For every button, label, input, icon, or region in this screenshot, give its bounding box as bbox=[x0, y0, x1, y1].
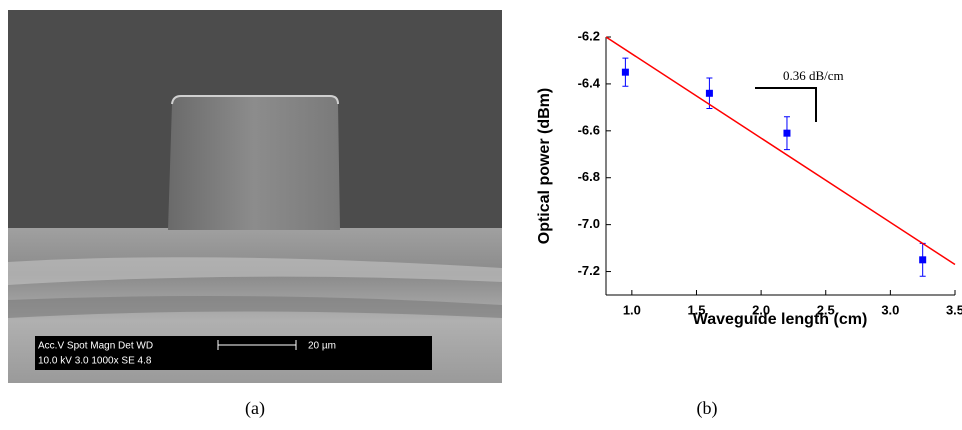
y-tick-label: -6.4 bbox=[578, 75, 601, 90]
data-point bbox=[705, 89, 713, 97]
panel-label: (a) bbox=[245, 398, 265, 419]
x-tick-label: 1.0 bbox=[623, 302, 641, 317]
y-tick-label: -6.8 bbox=[578, 169, 600, 184]
sem-info: 10.0 kV 3.0 1000x SE 4.8 bbox=[38, 356, 152, 367]
fit-line bbox=[605, 36, 956, 266]
sem-scale-label: 20 µm bbox=[308, 341, 336, 352]
y-axis-label: Optical power (dBm) bbox=[536, 88, 553, 244]
sem-layer bbox=[8, 257, 502, 285]
y-tick-label: -6.2 bbox=[578, 28, 600, 43]
sem-image: Acc.V Spot Magn Det WD 10.0 kV 3.0 1000x… bbox=[8, 10, 502, 383]
x-tick-label: 1.5 bbox=[687, 302, 705, 317]
x-tick-label: 2.5 bbox=[817, 302, 835, 317]
y-tick-label: -6.6 bbox=[578, 122, 600, 137]
sem-layer bbox=[8, 296, 502, 318]
annotation: 0.36 dB/cm bbox=[783, 68, 844, 83]
data-point bbox=[919, 256, 927, 264]
slope-indicator bbox=[755, 87, 817, 122]
panel-label: (b) bbox=[697, 398, 718, 419]
x-tick-label: 3.0 bbox=[881, 302, 899, 317]
sem-info-bar bbox=[35, 336, 432, 370]
sem-edge bbox=[171, 95, 339, 105]
sem-waveguide bbox=[168, 96, 340, 230]
data-point bbox=[783, 129, 791, 137]
x-axis-label: Waveguide length (cm) bbox=[693, 311, 868, 328]
y-tick-label: -7.2 bbox=[578, 263, 600, 278]
sem-scale-bar bbox=[217, 340, 297, 350]
x-tick-label: 3.5 bbox=[946, 302, 962, 317]
data-point bbox=[621, 68, 629, 76]
x-tick-label: 2.0 bbox=[752, 302, 770, 317]
y-tick-label: -7.0 bbox=[578, 216, 600, 231]
sem-info: Acc.V Spot Magn Det WD bbox=[38, 341, 153, 352]
